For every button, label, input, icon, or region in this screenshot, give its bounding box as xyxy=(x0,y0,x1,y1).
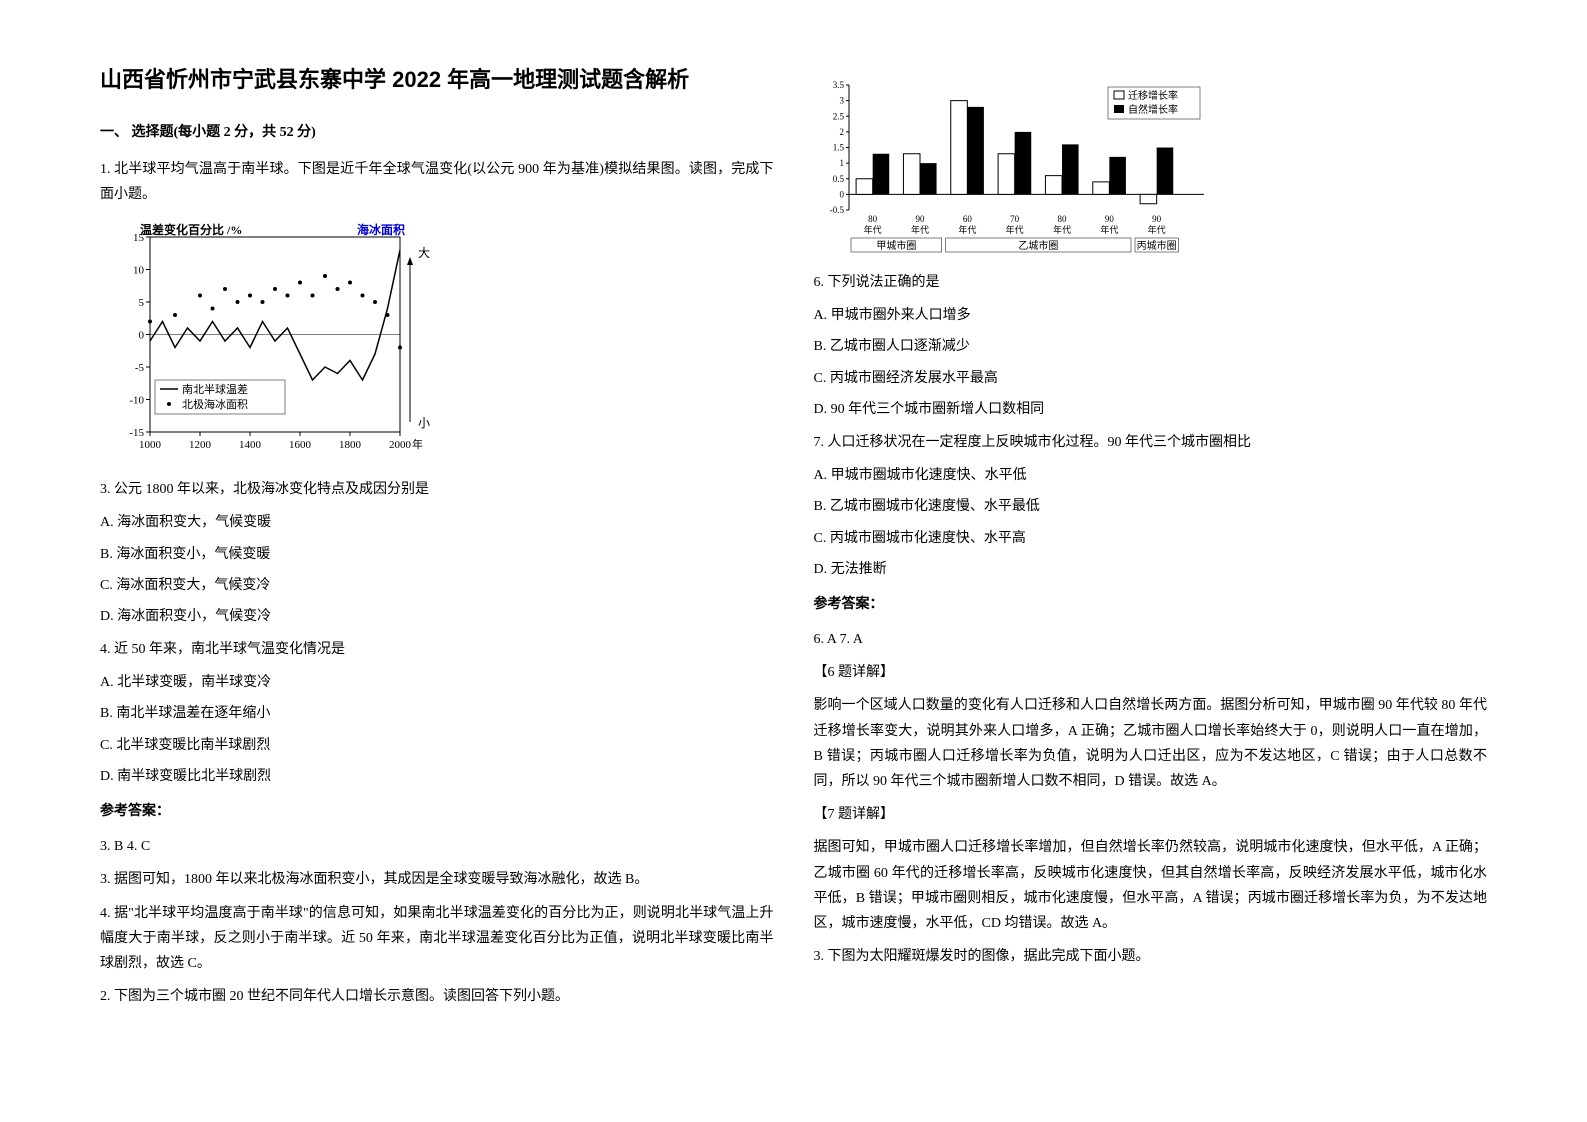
answer1-header: 参考答案： xyxy=(100,799,774,824)
q3-option-d: D. 海冰面积变小，气候变冷 xyxy=(100,604,774,629)
svg-text:年代: 年代 xyxy=(958,224,976,235)
svg-text:0.5: 0.5 xyxy=(832,174,844,184)
svg-text:甲城市圈: 甲城市圈 xyxy=(876,239,916,252)
q3-option-c: C. 海冰面积变大，气候变冷 xyxy=(100,573,774,598)
doc-title: 山西省忻州市宁武县东寨中学 2022 年高一地理测试题含解析 xyxy=(100,60,774,100)
svg-text:乙城市圈: 乙城市圈 xyxy=(1018,239,1058,252)
svg-text:80: 80 xyxy=(1057,214,1067,224)
q6-option-d: D. 90 年代三个城市圈新增人口数相同 xyxy=(814,397,1488,422)
svg-text:南北半球温差: 南北半球温差 xyxy=(182,382,248,396)
answer2: 6. A 7. A xyxy=(814,627,1488,652)
answer2-header: 参考答案： xyxy=(814,592,1488,617)
q3-option-a: A. 海冰面积变大，气候变暖 xyxy=(100,510,774,535)
chart2-svg: -0.500.511.522.533.580年代90年代60年代70年代80年代… xyxy=(814,75,1214,255)
svg-text:1: 1 xyxy=(839,158,844,168)
svg-text:3: 3 xyxy=(839,96,844,106)
svg-text:1.5: 1.5 xyxy=(832,143,844,153)
svg-text:1400: 1400 xyxy=(239,439,262,451)
q7-text: 7. 人口迁移状况在一定程度上反映城市化过程。90 年代三个城市圈相比 xyxy=(814,430,1488,455)
svg-text:2: 2 xyxy=(839,127,844,137)
q4-option-c: C. 北半球变暖比南半球剧烈 xyxy=(100,733,774,758)
svg-text:2.5: 2.5 xyxy=(832,111,844,121)
q6-option-b: B. 乙城市圈人口逐渐减少 xyxy=(814,334,1488,359)
svg-text:0: 0 xyxy=(139,330,145,342)
svg-text:60: 60 xyxy=(962,214,972,224)
svg-text:10: 10 xyxy=(133,265,145,277)
svg-text:年代: 年代 xyxy=(1052,224,1070,235)
q7-option-c: C. 丙城市圈城市化速度快、水平高 xyxy=(814,526,1488,551)
svg-text:温差变化百分比 /%: 温差变化百分比 /% xyxy=(140,222,242,237)
q2-intro: 2. 下图为三个城市圈 20 世纪不同年代人口增长示意图。读图回答下列小题。 xyxy=(100,984,774,1009)
svg-text:年代: 年代 xyxy=(1100,224,1118,235)
svg-text:70: 70 xyxy=(1010,214,1020,224)
svg-text:迁移增长率: 迁移增长率 xyxy=(1128,89,1178,102)
svg-text:-15: -15 xyxy=(129,427,144,439)
svg-text:年代: 年代 xyxy=(910,224,928,235)
q6-option-c: C. 丙城市圈经济发展水平最高 xyxy=(814,366,1488,391)
q7-option-b: B. 乙城市圈城市化速度慢、水平最低 xyxy=(814,494,1488,519)
svg-text:1600: 1600 xyxy=(289,439,312,451)
left-column: 山西省忻州市宁武县东寨中学 2022 年高一地理测试题含解析 一、 选择题(每小… xyxy=(80,60,794,1062)
q1-intro: 1. 北半球平均气温高于南半球。下图是近千年全球气温变化(以公元 900 年为基… xyxy=(100,157,774,207)
answer1: 3. B 4. C xyxy=(100,834,774,859)
svg-text:海冰面积: 海冰面积 xyxy=(357,222,405,237)
q4-option-a: A. 北半球变暖，南半球变冷 xyxy=(100,670,774,695)
explain6: 影响一个区域人口数量的变化有人口迁移和人口自然增长两方面。据图分析可知，甲城市圈… xyxy=(814,693,1488,794)
svg-text:3.5: 3.5 xyxy=(832,80,844,90)
q4-option-d: D. 南半球变暖比北半球剧烈 xyxy=(100,764,774,789)
q4-text: 4. 近 50 年来，南北半球气温变化情况是 xyxy=(100,637,774,662)
document-page: 山西省忻州市宁武县东寨中学 2022 年高一地理测试题含解析 一、 选择题(每小… xyxy=(0,0,1587,1122)
svg-text:80: 80 xyxy=(868,214,878,224)
svg-text:年代: 年代 xyxy=(1005,224,1023,235)
q6-option-a: A. 甲城市圈外来人口增多 xyxy=(814,303,1488,328)
q7-option-a: A. 甲城市圈城市化速度快、水平低 xyxy=(814,463,1488,488)
chart1-svg: -15-10-5051015100012001400160018002000年温… xyxy=(100,222,440,462)
svg-text:小: 小 xyxy=(418,416,430,430)
explain4: 4. 据"北半球平均温度高于南半球"的信息可知，如果南北半球温差变化的百分比为正… xyxy=(100,901,774,977)
svg-text:90: 90 xyxy=(1152,214,1162,224)
svg-text:自然增长率: 自然增长率 xyxy=(1128,103,1178,116)
svg-text:-5: -5 xyxy=(135,362,145,374)
q3-text: 3. 公元 1800 年以来，北极海冰变化特点及成因分别是 xyxy=(100,477,774,502)
svg-text:90: 90 xyxy=(1104,214,1114,224)
svg-text:-0.5: -0.5 xyxy=(829,205,844,215)
q6-text: 6. 下列说法正确的是 xyxy=(814,270,1488,295)
q7-option-d: D. 无法推断 xyxy=(814,557,1488,582)
explain7: 据图可知，甲城市圈人口迁移增长率增加，但自然增长率仍然较高，说明城市化速度快，但… xyxy=(814,835,1488,936)
section-1-header: 一、 选择题(每小题 2 分，共 52 分) xyxy=(100,120,774,145)
chart1-container: -15-10-5051015100012001400160018002000年温… xyxy=(100,222,774,462)
svg-text:-10: -10 xyxy=(129,395,144,407)
explain3: 3. 据图可知，1800 年以来北极海冰面积变小，其成因是全球变暖导致海冰融化，… xyxy=(100,867,774,892)
svg-text:90: 90 xyxy=(915,214,925,224)
svg-text:0: 0 xyxy=(839,189,844,199)
svg-text:年代: 年代 xyxy=(1147,224,1165,235)
q3-next: 3. 下图为太阳耀斑爆发时的图像，据此完成下面小题。 xyxy=(814,944,1488,969)
svg-text:丙城市圈: 丙城市圈 xyxy=(1136,239,1176,252)
svg-text:5: 5 xyxy=(139,297,145,309)
explain6-header: 【6 题详解】 xyxy=(814,660,1488,685)
svg-text:2000: 2000 xyxy=(389,439,412,451)
svg-text:1000: 1000 xyxy=(139,439,162,451)
q3-option-b: B. 海冰面积变小，气候变暖 xyxy=(100,542,774,567)
chart2-container: -0.500.511.522.533.580年代90年代60年代70年代80年代… xyxy=(814,75,1488,255)
svg-text:年: 年 xyxy=(412,437,423,451)
q4-option-b: B. 南北半球温差在逐年缩小 xyxy=(100,701,774,726)
explain7-header: 【7 题详解】 xyxy=(814,802,1488,827)
svg-text:1200: 1200 xyxy=(189,439,212,451)
svg-text:北极海冰面积: 北极海冰面积 xyxy=(182,397,248,411)
svg-text:年代: 年代 xyxy=(863,224,881,235)
right-column: -0.500.511.522.533.580年代90年代60年代70年代80年代… xyxy=(794,60,1508,1062)
svg-text:1800: 1800 xyxy=(339,439,362,451)
svg-text:大: 大 xyxy=(418,246,430,260)
